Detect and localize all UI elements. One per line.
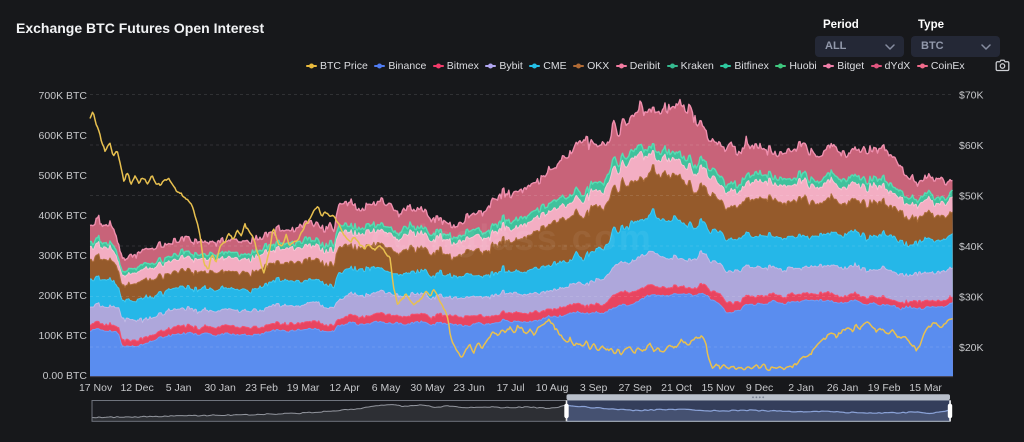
- svg-text:$60K: $60K: [959, 140, 984, 152]
- svg-text:10 Aug: 10 Aug: [536, 382, 569, 394]
- svg-text:3 Sep: 3 Sep: [580, 382, 608, 394]
- svg-text:5 Jan: 5 Jan: [166, 382, 192, 394]
- svg-text:700K BTC: 700K BTC: [39, 90, 88, 102]
- svg-text:6 May: 6 May: [372, 382, 401, 394]
- svg-text:$50K: $50K: [959, 190, 984, 202]
- svg-text:21 Oct: 21 Oct: [661, 382, 692, 394]
- svg-text:17 Nov: 17 Nov: [79, 382, 113, 394]
- svg-text:$30K: $30K: [959, 291, 984, 303]
- svg-text:9 Dec: 9 Dec: [746, 382, 773, 394]
- svg-text:12 Apr: 12 Apr: [329, 382, 360, 394]
- svg-text:30 Jan: 30 Jan: [204, 382, 236, 394]
- svg-text:15 Nov: 15 Nov: [701, 382, 735, 394]
- svg-text:19 Mar: 19 Mar: [287, 382, 320, 394]
- svg-text:300K BTC: 300K BTC: [39, 250, 88, 262]
- svg-text:0.00 BTC: 0.00 BTC: [43, 370, 88, 382]
- svg-text:17 Jul: 17 Jul: [497, 382, 525, 394]
- svg-text:19 Feb: 19 Feb: [868, 382, 901, 394]
- svg-text:400K BTC: 400K BTC: [39, 210, 88, 222]
- svg-text:$20K: $20K: [959, 342, 984, 354]
- svg-text:2 Jan: 2 Jan: [788, 382, 814, 394]
- svg-text:30 May: 30 May: [410, 382, 445, 394]
- svg-text:100K BTC: 100K BTC: [39, 330, 88, 342]
- svg-text:200K BTC: 200K BTC: [39, 290, 88, 302]
- svg-text:23 Feb: 23 Feb: [245, 382, 278, 394]
- svg-text:12 Dec: 12 Dec: [120, 382, 153, 394]
- svg-text:coinglass.com: coinglass.com: [371, 217, 654, 258]
- svg-text:600K BTC: 600K BTC: [39, 130, 88, 142]
- svg-text:26 Jan: 26 Jan: [827, 382, 859, 394]
- svg-text:23 Jun: 23 Jun: [453, 382, 485, 394]
- svg-text:$70K: $70K: [959, 89, 984, 101]
- svg-text:500K BTC: 500K BTC: [39, 170, 88, 182]
- svg-text:27 Sep: 27 Sep: [618, 382, 651, 394]
- svg-text:$40K: $40K: [959, 241, 984, 253]
- svg-text:15 Mar: 15 Mar: [909, 382, 942, 394]
